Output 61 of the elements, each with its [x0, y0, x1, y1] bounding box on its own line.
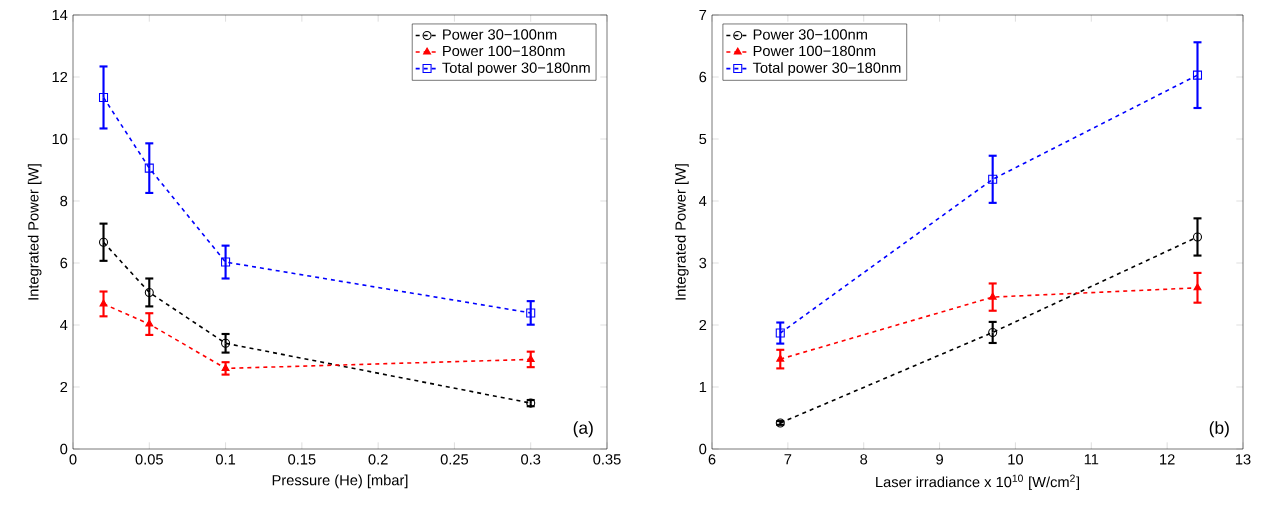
y-tick-label: 7 [699, 9, 707, 21]
y-tick-label: 4 [699, 195, 707, 207]
y-tick-label: 12 [52, 71, 68, 83]
point [775, 328, 785, 338]
y-tick-label: 3 [699, 257, 707, 269]
x-tick-label: 7 [784, 454, 792, 465]
point [526, 308, 536, 318]
y-tick-label: 4 [60, 319, 68, 331]
x-tick-label: 6 [708, 454, 716, 465]
point [988, 327, 998, 337]
point [145, 319, 154, 327]
point [1193, 283, 1202, 291]
y-tick-label: 10 [52, 133, 68, 145]
point [1192, 70, 1203, 80]
y-tick-label: 5 [699, 133, 707, 145]
point [221, 257, 231, 267]
x-axis-title: Pressure (He) [mbar] [272, 474, 408, 489]
y-tick-label: 6 [60, 257, 68, 269]
y-axis-title: Integrated Power [W] [674, 164, 689, 300]
x-tick-label: 0.1 [215, 454, 236, 465]
point [221, 338, 231, 348]
y-tick-label: 14 [52, 9, 68, 21]
x-tick-label: 0.05 [135, 454, 163, 465]
legend-label: Power 100−180nm [443, 45, 565, 57]
x-tick-label: 13 [1235, 454, 1251, 465]
point [98, 92, 109, 102]
annotation: (a) [573, 421, 593, 438]
point [144, 163, 154, 173]
point [776, 354, 785, 362]
legend-label: Power 30−100nm [753, 29, 867, 40]
point [99, 299, 108, 307]
x-tick-label: 11 [1084, 454, 1099, 465]
point [988, 174, 998, 184]
y-tick-label: 1 [699, 381, 707, 393]
x-tick-label: 0 [69, 454, 77, 465]
y-tick-label: 0 [699, 443, 707, 455]
point [1192, 232, 1203, 242]
x-tick-label: 0.25 [440, 454, 469, 465]
legend-label: Total power 30−180nm [442, 62, 590, 76]
x-tick-label: 8 [860, 454, 868, 465]
y-tick-label: 6 [699, 71, 707, 83]
x-tick-label: 0.35 [593, 454, 621, 465]
point [144, 287, 154, 297]
y-tick-label: 8 [60, 195, 68, 207]
x-tick-label: 10 [1008, 454, 1023, 465]
y-tick-label: 2 [60, 381, 68, 393]
y-tick-label: 2 [699, 319, 707, 331]
legend-label: Power 100−180nm [753, 45, 876, 57]
x-tick-label: 0.15 [288, 454, 316, 465]
y-axis-title: Integrated Power [W] [27, 164, 42, 300]
x-tick-label: 0.3 [521, 454, 541, 465]
point [988, 292, 997, 300]
point [98, 237, 109, 247]
annotation: (b) [1209, 421, 1229, 438]
x-tick-label: 0.2 [368, 454, 388, 465]
legend-label: Total power 30−180nm [752, 62, 901, 76]
x-axis-title: Laser irradiance x 10$^{10}$ [W/cm$^{2}$] [876, 474, 1080, 491]
x-tick-label: 12 [1160, 454, 1175, 465]
legend-label: Power 30−100nm [443, 29, 557, 40]
y-tick-label: 0 [60, 443, 68, 455]
x-tick-label: 9 [936, 454, 943, 465]
